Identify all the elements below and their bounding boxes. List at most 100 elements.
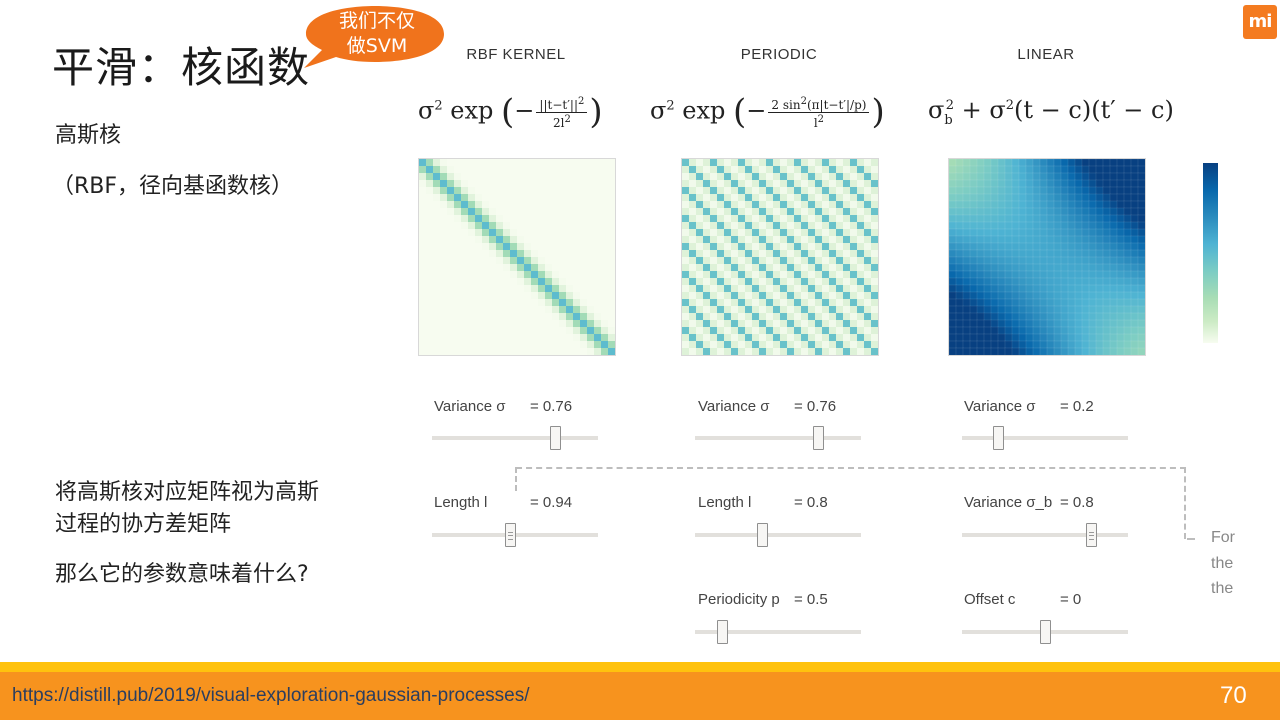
linear-cell xyxy=(990,249,999,258)
linear-cell xyxy=(1018,291,1027,300)
linear-cell xyxy=(1137,305,1145,314)
rbf-cell xyxy=(517,292,525,300)
rbf-cell xyxy=(475,243,483,251)
rbf-variance-slider[interactable] xyxy=(432,436,598,440)
linear-cell xyxy=(1039,186,1048,195)
linear-cell xyxy=(1137,186,1145,195)
rbf-cell xyxy=(461,292,469,300)
linear-cell xyxy=(955,165,964,174)
source-link[interactable]: https://distill.pub/2019/visual-explorat… xyxy=(12,685,530,706)
rbf-cell xyxy=(468,236,476,244)
linear-cell xyxy=(1046,347,1055,355)
linear-cell xyxy=(1137,256,1145,265)
periodic-cell xyxy=(682,348,690,355)
periodic-length-slider-handle[interactable] xyxy=(757,523,768,547)
periodic-cell xyxy=(724,208,732,216)
linear-cell xyxy=(1067,305,1076,314)
offset-slider-handle[interactable] xyxy=(1039,620,1051,644)
periodic-cell xyxy=(689,348,697,355)
rbf-variance-slider-handle[interactable] xyxy=(549,426,561,450)
periodic-cell xyxy=(717,334,725,342)
periodic-cell xyxy=(780,187,788,195)
linear-cell xyxy=(962,179,971,188)
rbf-cell xyxy=(580,264,588,272)
linear-cell xyxy=(969,179,978,188)
rbf-cell xyxy=(419,166,427,174)
linear-cell xyxy=(997,214,1006,223)
periodic-cell xyxy=(787,215,795,223)
rbf-cell xyxy=(587,348,595,355)
periodicity-slider-handle[interactable] xyxy=(716,620,728,644)
linear-variance-b-slider[interactable] xyxy=(962,533,1128,537)
periodic-cell xyxy=(808,348,816,355)
rbf-cell xyxy=(517,320,525,328)
linear-cell xyxy=(1095,207,1104,216)
rbf-cell xyxy=(608,327,615,335)
rbf-cell xyxy=(552,194,560,202)
linear-cell xyxy=(1011,159,1020,167)
rbf-cell xyxy=(489,173,497,181)
rbf-cell xyxy=(419,257,427,265)
linear-cell xyxy=(1039,249,1048,258)
rbf-cell xyxy=(433,243,441,251)
color-scale-bar xyxy=(1203,163,1218,343)
linear-cell xyxy=(1116,326,1125,335)
periodic-cell xyxy=(752,243,760,251)
rbf-cell xyxy=(587,250,595,258)
periodic-cell xyxy=(864,334,872,342)
rbf-cell xyxy=(503,313,511,321)
periodic-cell xyxy=(773,180,781,188)
periodic-cell xyxy=(710,306,718,314)
linear-cell xyxy=(1039,333,1048,342)
rbf-length-slider-handle[interactable] xyxy=(504,523,516,547)
linear-cell xyxy=(1088,277,1097,286)
periodic-cell xyxy=(703,334,711,342)
rbf-cell xyxy=(552,236,560,244)
periodic-cell xyxy=(759,229,767,237)
periodic-cell xyxy=(766,173,774,181)
rbf-cell xyxy=(461,334,469,342)
periodic-cell xyxy=(857,271,865,279)
linear-cell xyxy=(955,228,964,237)
rbf-cell xyxy=(496,264,504,272)
periodicity-slider[interactable] xyxy=(695,630,861,634)
periodic-cell xyxy=(780,201,788,209)
periodic-cell xyxy=(696,320,704,328)
rbf-cell xyxy=(482,208,490,216)
rbf-cell xyxy=(440,348,448,355)
periodic-cell xyxy=(710,194,718,202)
linear-cell xyxy=(1018,263,1027,272)
linear-cell xyxy=(1004,319,1013,328)
rbf-cell xyxy=(433,257,441,265)
periodic-length-slider[interactable] xyxy=(695,533,861,537)
linear-cell xyxy=(1011,263,1020,272)
rbf-cell xyxy=(503,264,511,272)
periodic-cell xyxy=(871,229,878,237)
linear-cell xyxy=(1067,228,1076,237)
periodic-cell xyxy=(822,194,830,202)
rbf-cell xyxy=(559,306,567,314)
rbf-cell xyxy=(447,215,455,223)
linear-variance-b-slider-handle[interactable] xyxy=(1086,523,1097,547)
rbf-cell xyxy=(538,306,546,314)
linear-cell xyxy=(1039,193,1048,202)
rbf-cell xyxy=(482,166,490,174)
linear-variance-slider[interactable] xyxy=(962,436,1128,440)
periodic-variance-slider-handle[interactable] xyxy=(812,426,824,450)
periodic-cell xyxy=(717,166,725,174)
rbf-cell xyxy=(517,250,525,258)
linear-cell xyxy=(955,284,964,293)
periodic-variance-slider[interactable] xyxy=(695,436,861,440)
rbf-cell xyxy=(552,278,560,286)
rbf-cell xyxy=(489,341,497,349)
linear-cell xyxy=(976,179,985,188)
linear-cell xyxy=(969,200,978,209)
rbf-cell xyxy=(447,299,455,307)
periodic-cell xyxy=(731,341,739,349)
linear-cell xyxy=(1053,319,1062,328)
rbf-cell xyxy=(461,243,469,251)
linear-cell xyxy=(1109,172,1118,181)
heatmap-periodic xyxy=(681,158,879,356)
rbf-cell xyxy=(440,327,448,335)
linear-variance-slider-handle[interactable] xyxy=(993,426,1004,450)
